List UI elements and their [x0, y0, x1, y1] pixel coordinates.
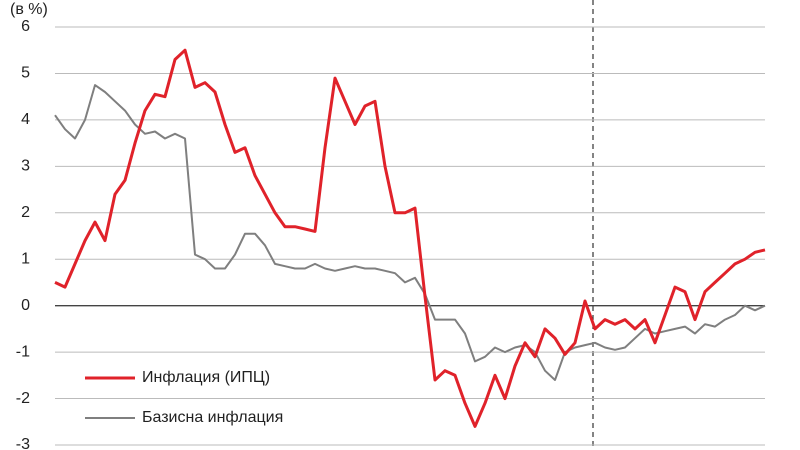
series-line: [54, 48, 766, 428]
series-line: [54, 84, 766, 381]
y-tick-label: 4: [21, 111, 30, 128]
y-axis-label: (в %): [10, 1, 48, 18]
y-tick-label: 1: [21, 250, 30, 267]
y-tick-label: 2: [21, 204, 30, 221]
y-tick-label: 5: [21, 65, 30, 82]
legend-label: Инфлация (ИПЦ): [142, 369, 270, 386]
y-tick-label: -2: [16, 390, 30, 407]
y-tick-label: 3: [21, 158, 30, 175]
y-tick-label: 6: [21, 18, 30, 35]
legend-label: Базисна инфлация: [142, 409, 283, 426]
y-tick-label: -1: [16, 343, 30, 360]
y-tick-label: 0: [21, 297, 30, 314]
y-tick-label: -3: [16, 436, 30, 450]
